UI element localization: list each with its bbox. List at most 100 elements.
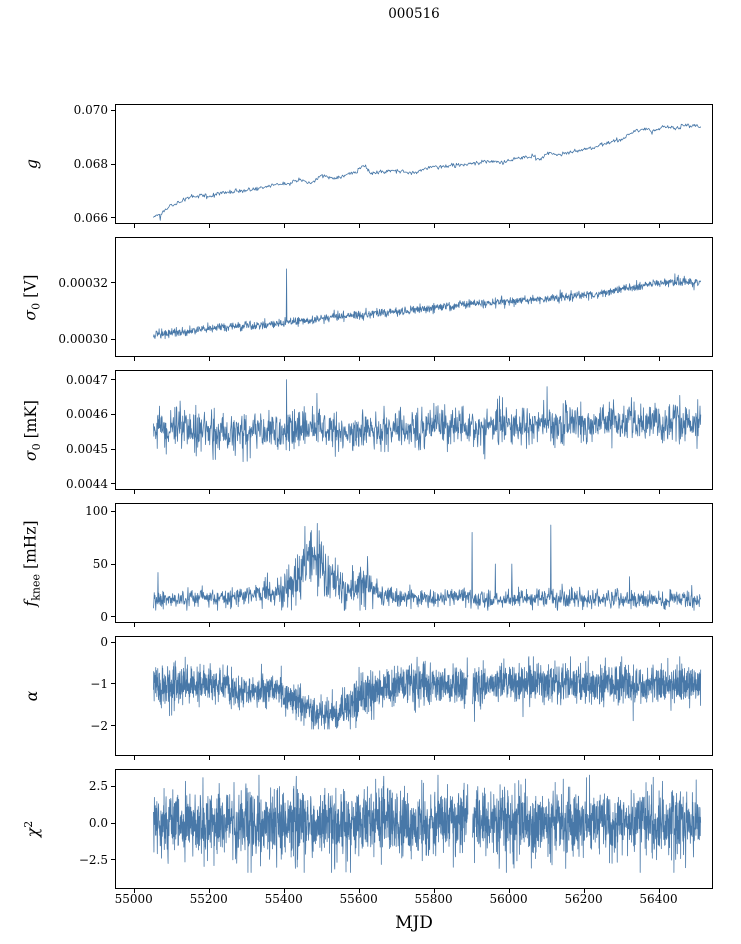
tick-mark <box>509 223 511 228</box>
subplot-sigma0-mk: σ0[mK] 0.0044 0.0045 0.0046 0.0047 <box>22 370 713 494</box>
tick-mark <box>359 489 361 494</box>
tick-mark <box>434 356 436 361</box>
tick-mark <box>134 888 136 893</box>
tick-mark <box>134 356 136 361</box>
tick-mark <box>209 489 211 494</box>
tick-mark <box>111 483 116 485</box>
tick-mark <box>584 755 586 760</box>
y-tick-label: 0.0047 <box>66 372 108 387</box>
subplot-chi2: χ2 −2.5 0.0 2.5 <box>22 769 713 893</box>
chart-title: 000516 <box>388 6 440 22</box>
tick-mark <box>284 755 286 760</box>
line-series-canvas <box>116 371 712 489</box>
x-tick-label: 55800 <box>414 892 453 906</box>
tick-mark <box>209 888 211 893</box>
x-tick-label: 55600 <box>339 892 378 906</box>
y-axis-label-text: α <box>23 691 41 701</box>
subplot-alpha: α −2 −1 0 <box>23 635 713 760</box>
tick-mark <box>111 379 116 381</box>
tick-mark <box>111 338 116 340</box>
tick-mark <box>111 448 116 450</box>
y-tick-label: −1 <box>90 676 108 691</box>
tick-mark <box>509 888 511 893</box>
tick-mark <box>434 755 436 760</box>
tick-mark <box>359 755 361 760</box>
subplot-sigma0-v: σ0[V] 0.00030 0.00032 <box>22 237 713 361</box>
y-tick-label: 0 <box>100 635 108 650</box>
y-axis-label-symbol: f <box>21 600 40 607</box>
tick-mark <box>209 356 211 361</box>
line-series-canvas <box>116 637 712 755</box>
tick-mark <box>509 489 511 494</box>
tick-mark <box>284 888 286 893</box>
tick-mark <box>659 755 661 760</box>
tick-mark <box>134 755 136 760</box>
y-axis-label-subscript: knee <box>29 573 43 601</box>
y-tick-label: 0.0045 <box>66 442 108 457</box>
tick-mark <box>584 622 586 627</box>
tick-mark <box>434 622 436 627</box>
tick-mark <box>111 683 116 685</box>
y-tick-label: 0.070 <box>73 103 108 118</box>
y-tick-label: 0.0044 <box>66 476 108 491</box>
subplot-g: g 0.066 0.068 0.070 <box>23 103 713 228</box>
y-tick-label: 0.068 <box>73 157 108 171</box>
x-tick-labels: 55000 55200 55400 55600 55800 56000 56200 56400 <box>115 892 713 908</box>
y-tick-label: 0 <box>100 609 108 624</box>
tick-mark <box>359 356 361 361</box>
line-series-canvas <box>116 504 712 622</box>
y-tick-label: 50 <box>92 557 108 572</box>
subplot-fknee: fknee[mHz] 0 50 100 <box>22 503 713 627</box>
tick-mark <box>111 163 116 165</box>
y-tick-label: 0.00032 <box>58 275 108 290</box>
tick-mark <box>111 563 116 565</box>
x-tick-label: 56200 <box>564 892 603 906</box>
tick-mark <box>134 489 136 494</box>
y-tick-label: 0.066 <box>73 210 108 225</box>
tick-mark <box>434 223 436 228</box>
tick-mark <box>111 109 116 111</box>
tick-mark <box>134 223 136 228</box>
tick-mark <box>111 641 116 643</box>
tick-mark <box>434 888 436 893</box>
tick-mark <box>111 616 116 618</box>
tick-mark <box>509 755 511 760</box>
tick-mark <box>284 223 286 228</box>
x-tick-label: 56000 <box>489 892 528 906</box>
tick-mark <box>584 489 586 494</box>
y-axis-label-subscript: 0 <box>29 302 43 310</box>
tick-mark <box>584 223 586 228</box>
tick-mark <box>284 489 286 494</box>
x-tick-label: 56400 <box>639 892 678 906</box>
y-axis-label-symbol: σ <box>21 309 40 320</box>
y-tick-label: −2.5 <box>78 852 108 867</box>
panels-container: g 0.066 0.068 0.070 σ0[V] 0.00030 0.00032 σ0[mK… <box>22 103 713 893</box>
y-tick-label: 100 <box>85 504 108 519</box>
tick-mark <box>284 356 286 361</box>
tick-mark <box>359 622 361 627</box>
tick-mark <box>209 622 211 627</box>
tick-mark <box>584 356 586 361</box>
tick-mark <box>659 223 661 228</box>
tick-mark <box>111 785 116 787</box>
tick-mark <box>111 510 116 512</box>
x-tick-label: 55200 <box>189 892 228 906</box>
tick-mark <box>359 888 361 893</box>
y-tick-label: −2 <box>90 718 108 733</box>
tick-mark <box>111 413 116 415</box>
tick-mark <box>359 223 361 228</box>
line-series-canvas <box>116 238 712 356</box>
tick-mark <box>209 223 211 228</box>
y-axis-label: α <box>18 637 46 755</box>
tick-mark <box>584 888 586 893</box>
tick-mark <box>284 622 286 627</box>
y-tick-label: 0.0 <box>88 816 108 831</box>
x-tick-label: 55000 <box>114 892 153 906</box>
tick-mark <box>111 725 116 727</box>
tick-mark <box>111 217 116 219</box>
tick-mark <box>659 888 661 893</box>
tick-mark <box>134 622 136 627</box>
y-tick-label: 0.0046 <box>66 407 108 422</box>
line-series-canvas <box>116 770 712 888</box>
y-tick-label: 0.00030 <box>58 332 108 347</box>
